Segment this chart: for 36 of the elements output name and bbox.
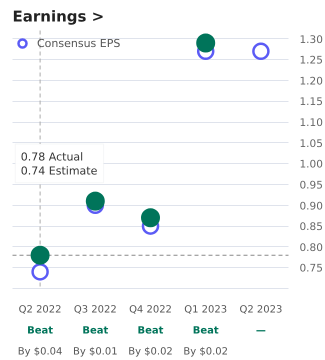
annotation: 0.78 Actual bbox=[20, 150, 84, 164]
text: By $0.01 bbox=[73, 346, 118, 358]
text: Beat bbox=[82, 326, 108, 336]
y-tick-label: 1.15 bbox=[300, 96, 323, 108]
chart-title: Earnings > bbox=[12, 8, 104, 26]
y-tick-label: 0.95 bbox=[300, 179, 323, 192]
y-tick-label: 0.85 bbox=[300, 221, 323, 234]
text: By $0.02 bbox=[128, 346, 173, 358]
y-tick-label: 1.00 bbox=[300, 158, 323, 171]
y-tick-label: 1.10 bbox=[300, 117, 323, 130]
text: Beat bbox=[27, 326, 54, 336]
y-tick-label: 1.25 bbox=[300, 54, 323, 67]
text: Beat bbox=[192, 326, 219, 336]
annotation: 0.74 Estimate bbox=[20, 164, 98, 178]
point bbox=[30, 246, 50, 265]
x-tick-label: Q2 2023 bbox=[239, 304, 282, 316]
text: Beat bbox=[138, 326, 164, 336]
y-tick-label: 1.20 bbox=[300, 75, 323, 88]
x-tick-label: Q3 2022 bbox=[74, 304, 117, 316]
point bbox=[141, 208, 160, 228]
y-tick-label: 0.75 bbox=[300, 262, 323, 275]
y-tick-label: 0.80 bbox=[300, 242, 323, 254]
text: — bbox=[256, 326, 266, 336]
x-tick-label: Q2 2022 bbox=[18, 304, 62, 316]
point bbox=[31, 263, 49, 281]
text: By $0.04 bbox=[18, 346, 62, 358]
point bbox=[252, 42, 270, 60]
y-tick-label: 1.05 bbox=[300, 138, 323, 150]
y-tick-label: 0.90 bbox=[300, 200, 323, 212]
point bbox=[86, 192, 105, 211]
text: By $0.02 bbox=[183, 346, 228, 358]
point bbox=[196, 34, 216, 52]
x-tick-label: Q1 2023 bbox=[184, 304, 228, 316]
legend-label: Consensus EPS bbox=[37, 36, 120, 50]
y-tick-label: 1.30 bbox=[300, 34, 323, 46]
x-tick-label: Q4 2022 bbox=[129, 304, 172, 316]
